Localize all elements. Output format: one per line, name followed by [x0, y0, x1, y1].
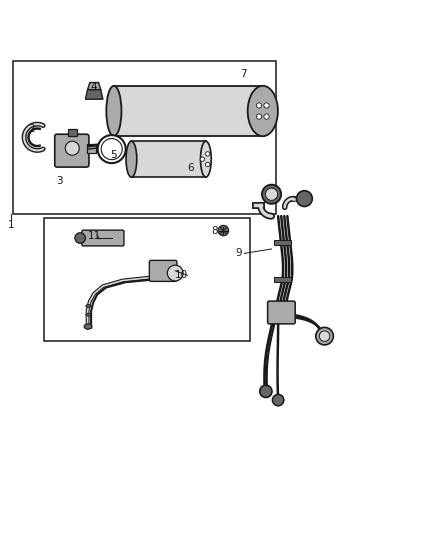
FancyBboxPatch shape: [149, 260, 177, 281]
Ellipse shape: [257, 103, 262, 108]
Ellipse shape: [205, 152, 210, 156]
Bar: [68, 128, 77, 136]
Text: 10: 10: [175, 270, 188, 280]
Polygon shape: [88, 83, 101, 90]
FancyBboxPatch shape: [55, 134, 89, 167]
Bar: [274, 240, 291, 245]
Ellipse shape: [86, 313, 91, 316]
Text: 4: 4: [91, 82, 98, 92]
Text: 7: 7: [240, 69, 247, 79]
Ellipse shape: [255, 86, 270, 136]
Text: 6: 6: [187, 163, 194, 173]
Ellipse shape: [98, 135, 126, 163]
Bar: [13, 61, 276, 214]
Text: 9: 9: [235, 248, 242, 259]
Ellipse shape: [218, 225, 229, 236]
Ellipse shape: [106, 86, 121, 136]
Ellipse shape: [86, 304, 91, 307]
Ellipse shape: [126, 141, 137, 177]
Ellipse shape: [297, 191, 312, 206]
Ellipse shape: [84, 324, 92, 329]
Ellipse shape: [167, 265, 183, 281]
Ellipse shape: [319, 331, 330, 342]
Ellipse shape: [65, 141, 79, 155]
FancyBboxPatch shape: [82, 230, 124, 246]
Text: 2: 2: [28, 124, 35, 134]
Ellipse shape: [257, 114, 262, 119]
Bar: [87, 144, 96, 152]
Text: 8: 8: [211, 227, 218, 237]
Ellipse shape: [265, 188, 278, 200]
Ellipse shape: [272, 394, 284, 406]
FancyBboxPatch shape: [268, 301, 295, 324]
Ellipse shape: [260, 385, 272, 398]
Ellipse shape: [75, 233, 85, 243]
Bar: [274, 278, 291, 282]
FancyBboxPatch shape: [114, 86, 263, 136]
Ellipse shape: [200, 157, 205, 161]
Ellipse shape: [205, 163, 210, 167]
Ellipse shape: [201, 141, 211, 177]
Text: 1: 1: [7, 220, 14, 230]
Ellipse shape: [101, 139, 122, 159]
Text: 11: 11: [88, 231, 101, 241]
Text: 3: 3: [56, 176, 63, 186]
Ellipse shape: [248, 86, 278, 136]
Ellipse shape: [262, 184, 281, 204]
Text: 5: 5: [110, 150, 117, 160]
Ellipse shape: [316, 327, 333, 345]
Ellipse shape: [264, 103, 269, 108]
Polygon shape: [85, 90, 103, 99]
Bar: [44, 219, 250, 341]
FancyBboxPatch shape: [131, 141, 206, 177]
Ellipse shape: [264, 114, 269, 119]
